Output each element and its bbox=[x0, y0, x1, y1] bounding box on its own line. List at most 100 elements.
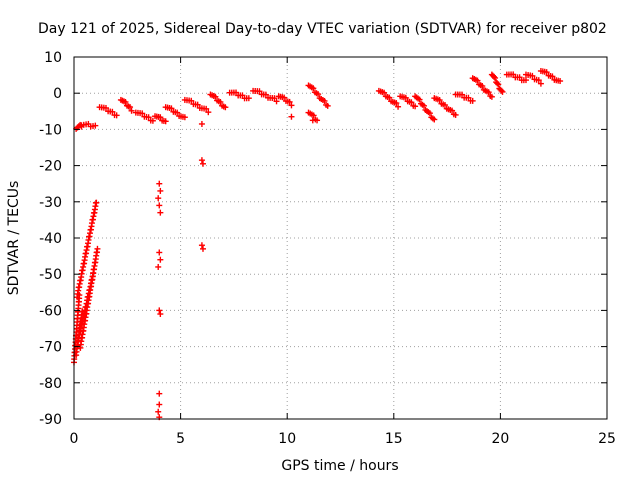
data-point bbox=[459, 91, 466, 98]
data-point bbox=[465, 94, 472, 101]
y-tick-label: 0 bbox=[53, 86, 62, 102]
data-point bbox=[128, 107, 135, 114]
data-point bbox=[498, 87, 505, 94]
data-point bbox=[324, 102, 331, 109]
data-point bbox=[485, 89, 492, 96]
data-point bbox=[535, 77, 542, 84]
data-point bbox=[127, 104, 134, 111]
data-point bbox=[245, 95, 252, 102]
data-point bbox=[321, 97, 328, 104]
data-point bbox=[156, 249, 163, 256]
data-point bbox=[156, 307, 163, 314]
data-point bbox=[198, 120, 205, 127]
data-point bbox=[198, 242, 205, 249]
data-point bbox=[212, 93, 219, 100]
data-point bbox=[309, 117, 316, 124]
data-point bbox=[474, 77, 481, 84]
data-point bbox=[157, 187, 164, 194]
data-point bbox=[288, 102, 295, 109]
data-point bbox=[149, 117, 156, 124]
data-point bbox=[452, 111, 459, 118]
data-point bbox=[157, 114, 164, 121]
data-point bbox=[198, 157, 205, 164]
y-tick-labels: 10 0 -10 -20 -30 -40 -50 -60 -70 -80 -90 bbox=[39, 50, 62, 428]
data-point bbox=[315, 91, 322, 98]
axis-ticks bbox=[73, 56, 608, 420]
data-point bbox=[157, 209, 164, 216]
y-axis-label: SDTVAR / TECUs bbox=[6, 181, 22, 296]
data-point bbox=[495, 81, 502, 88]
data-point bbox=[381, 89, 388, 96]
y-tick-label: -20 bbox=[39, 159, 62, 175]
chart-title: Day 121 of 2025, Sidereal Day-to-day VTE… bbox=[38, 21, 607, 37]
data-point bbox=[174, 109, 181, 116]
data-point bbox=[402, 94, 409, 101]
data-point bbox=[431, 116, 438, 123]
data-point bbox=[288, 113, 295, 120]
data-point bbox=[491, 73, 498, 80]
data-point bbox=[155, 195, 162, 202]
data-point bbox=[113, 112, 120, 119]
data-point bbox=[122, 98, 129, 105]
data-point bbox=[393, 100, 400, 107]
data-point bbox=[494, 80, 501, 87]
x-tick-label: 0 bbox=[70, 431, 79, 447]
y-tick-label: -10 bbox=[39, 122, 62, 138]
data-point bbox=[412, 103, 419, 110]
data-point bbox=[162, 118, 169, 125]
plot-frame bbox=[73, 56, 608, 420]
data-point bbox=[203, 105, 210, 112]
data-point bbox=[273, 98, 280, 105]
data-point bbox=[469, 97, 476, 104]
data-point bbox=[199, 160, 206, 167]
data-point bbox=[386, 94, 393, 101]
data-point bbox=[155, 263, 162, 270]
data-point bbox=[156, 180, 163, 187]
data-point bbox=[310, 112, 317, 119]
data-point bbox=[205, 109, 212, 116]
data-point bbox=[488, 93, 495, 100]
data-point bbox=[90, 270, 97, 277]
data-point bbox=[499, 88, 506, 95]
data-point bbox=[168, 105, 175, 112]
data-point bbox=[395, 103, 402, 110]
data-point bbox=[310, 85, 317, 92]
data-point bbox=[256, 88, 263, 95]
data-point bbox=[522, 77, 529, 84]
y-tick-label: -40 bbox=[39, 231, 62, 247]
y-tick-label: -30 bbox=[39, 195, 62, 211]
y-tick-label: -50 bbox=[39, 267, 62, 283]
x-tick-label: 20 bbox=[491, 431, 509, 447]
data-point bbox=[408, 99, 415, 106]
data-point bbox=[449, 107, 456, 114]
data-point bbox=[549, 73, 556, 80]
data-point bbox=[441, 102, 448, 109]
data-point bbox=[181, 114, 188, 121]
data-point bbox=[156, 401, 163, 408]
data-point bbox=[156, 202, 163, 209]
data-point bbox=[557, 78, 564, 85]
data-point bbox=[426, 110, 433, 117]
x-tick-label: 10 bbox=[278, 431, 296, 447]
x-tick-label: 15 bbox=[385, 431, 403, 447]
data-point bbox=[420, 102, 427, 109]
data-point bbox=[194, 101, 201, 108]
data-point bbox=[436, 97, 443, 104]
data-point bbox=[416, 96, 423, 103]
scatter-series bbox=[71, 67, 564, 421]
data-point bbox=[92, 122, 99, 129]
data-point bbox=[156, 390, 163, 397]
data-point bbox=[102, 104, 109, 111]
data-point bbox=[145, 114, 152, 121]
data-point bbox=[281, 94, 288, 101]
data-point bbox=[139, 110, 146, 117]
data-point bbox=[222, 104, 229, 111]
data-point bbox=[262, 91, 269, 98]
data-point bbox=[217, 98, 224, 105]
data-point bbox=[157, 311, 164, 318]
y-tick-label: 10 bbox=[44, 50, 62, 66]
x-tick-labels: 0 5 10 15 20 25 bbox=[70, 431, 616, 447]
data-point bbox=[492, 74, 499, 81]
y-tick-label: -60 bbox=[39, 303, 62, 319]
